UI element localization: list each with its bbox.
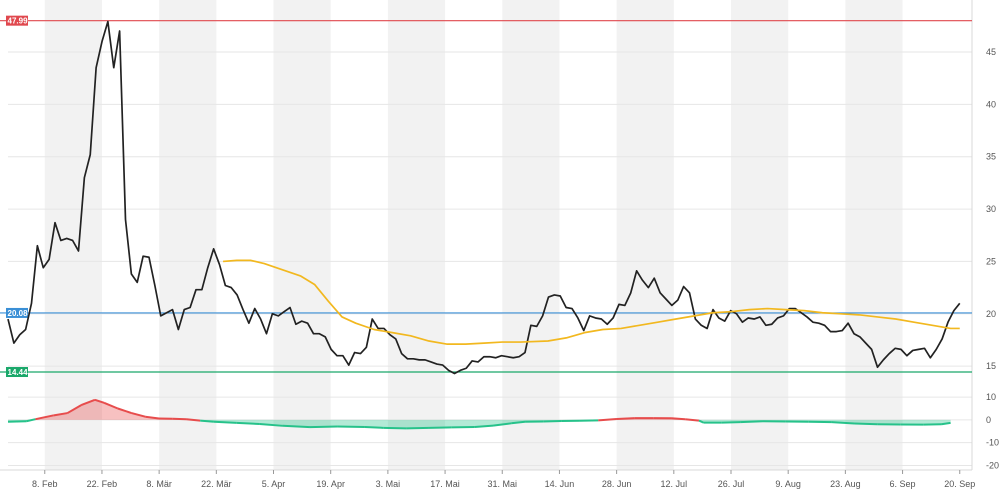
reference-marker [6, 367, 28, 378]
reference-marker-label: 14.44 [8, 368, 29, 377]
shade-band [387, 0, 446, 470]
x-tick-label: 9. Aug [775, 479, 801, 489]
y-tick-label: -20 [986, 460, 999, 470]
shade-band [616, 0, 674, 470]
oscillator-segment [35, 414, 54, 421]
shade-band [44, 0, 102, 470]
oscillator-segment [492, 422, 512, 427]
reference-marker [6, 15, 28, 26]
y-tick-label: 0 [986, 415, 991, 425]
oscillator-segment [259, 422, 283, 427]
oscillator-segment [941, 421, 951, 426]
oscillator-segment [94, 398, 105, 404]
x-tick-label: 22. Mär [201, 479, 232, 489]
oscillator-segment [213, 420, 237, 424]
oscillator-segment [309, 425, 338, 429]
oscillator-segment [685, 418, 700, 422]
x-tick-label: 5. Apr [262, 479, 286, 489]
oscillator-segment [186, 418, 201, 422]
y-tick-label: 40 [986, 99, 996, 109]
oscillator-segment [364, 425, 384, 429]
x-tick-label: 8. Feb [32, 479, 58, 489]
x-tick-label: 22. Feb [87, 479, 118, 489]
oscillator-segment [671, 417, 686, 421]
reference-marker-label: 20.08 [8, 309, 29, 318]
oscillator-segment [53, 412, 68, 417]
y-tick-label: 30 [986, 204, 996, 214]
oscillator-segment [103, 401, 119, 410]
reference-marker-label: 47.99 [8, 17, 29, 26]
y-tick-label: 45 [986, 47, 996, 57]
shade-band [273, 0, 331, 470]
y-tick-label: 25 [986, 256, 996, 266]
oscillator-segment [131, 412, 146, 418]
oscillator-segment [200, 419, 214, 423]
x-tick-label: 17. Mai [430, 479, 460, 489]
shade-band [502, 0, 560, 470]
oscillator-segment [236, 421, 260, 425]
shade-band [159, 0, 217, 470]
y-tick-label: 35 [986, 152, 996, 162]
oscillator-segment [474, 424, 494, 428]
x-tick-label: 20. Sep [944, 479, 975, 489]
reference-marker [6, 307, 28, 318]
x-tick-label: 6. Sep [890, 479, 916, 489]
oscillator-segment [854, 422, 878, 426]
shade-band [845, 0, 903, 470]
oscillator-positive-area [8, 399, 951, 420]
oscillator-segment [511, 420, 526, 425]
x-tick-label: 12. Jul [661, 479, 688, 489]
y-tick-label: 15 [986, 361, 996, 371]
y-tick-label: 20 [986, 309, 996, 319]
oscillator-segment [145, 415, 160, 420]
x-tick-label: 26. Jul [718, 479, 745, 489]
oscillator-segment [26, 418, 36, 423]
oscillator-segment [698, 419, 704, 424]
x-tick-label: 8. Mär [146, 479, 172, 489]
oscillator-segment [80, 398, 96, 407]
x-tick-label: 31. Mai [487, 479, 517, 489]
oscillator-segment [740, 420, 764, 424]
moving-average-line [222, 259, 960, 346]
oscillator-segment [616, 417, 635, 420]
x-tick-label: 3. Mai [376, 479, 401, 489]
x-tick-label: 19. Apr [316, 479, 345, 489]
oscillator-segment [282, 424, 311, 429]
x-tick-label: 23. Aug [830, 479, 861, 489]
y-tick-label: 10 [986, 392, 996, 402]
y-tick-label: -10 [986, 438, 999, 448]
oscillator-segment [598, 417, 617, 422]
x-tick-label: 14. Jun [545, 479, 575, 489]
shade-band [731, 0, 789, 470]
x-tick-label: 28. Jun [602, 479, 632, 489]
price-line [7, 20, 961, 375]
oscillator-segment [117, 407, 132, 415]
oscillator-segment [831, 421, 855, 425]
oscillator-segment [66, 404, 82, 414]
